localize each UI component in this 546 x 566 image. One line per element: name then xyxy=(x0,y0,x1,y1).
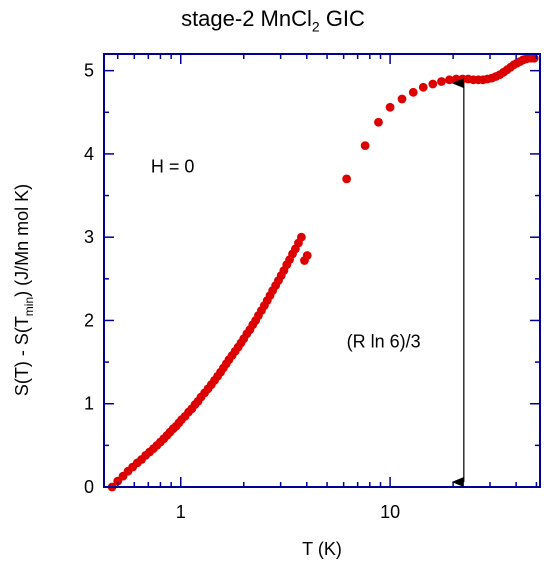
chart-title-tail: GIC xyxy=(319,6,365,31)
chart-title-main: stage-2 MnCl xyxy=(181,6,312,31)
y-tick-label: 2 xyxy=(84,310,94,330)
plot-frame xyxy=(103,53,541,488)
annotation: (R ln 6)/3 xyxy=(347,331,421,351)
annotation: H = 0 xyxy=(151,156,195,176)
y-tick-label: 0 xyxy=(84,477,94,497)
data-point xyxy=(342,174,352,184)
y-tick-label: 1 xyxy=(84,394,94,414)
data-point xyxy=(374,117,383,127)
y-tick-label: 3 xyxy=(84,227,94,247)
data-point xyxy=(445,75,454,85)
data-point xyxy=(428,79,438,89)
chart-title-subscript: 2 xyxy=(311,18,320,35)
data-point xyxy=(302,251,312,260)
data-point xyxy=(297,232,306,242)
data-point xyxy=(408,87,418,97)
x-axis-label: T (K) xyxy=(302,539,342,559)
data-point xyxy=(437,77,446,86)
data-point xyxy=(529,53,539,63)
y-tick-label: 5 xyxy=(84,61,94,81)
y-tick-label: 4 xyxy=(84,144,94,164)
data-point xyxy=(385,102,395,112)
chart-title: stage-2 MnCl2 GIC xyxy=(0,6,546,34)
data-point xyxy=(418,82,428,92)
data-point xyxy=(397,94,407,104)
x-tick-label: 1 xyxy=(176,502,186,522)
x-tick-label: 10 xyxy=(380,502,400,522)
data-point xyxy=(360,141,370,150)
